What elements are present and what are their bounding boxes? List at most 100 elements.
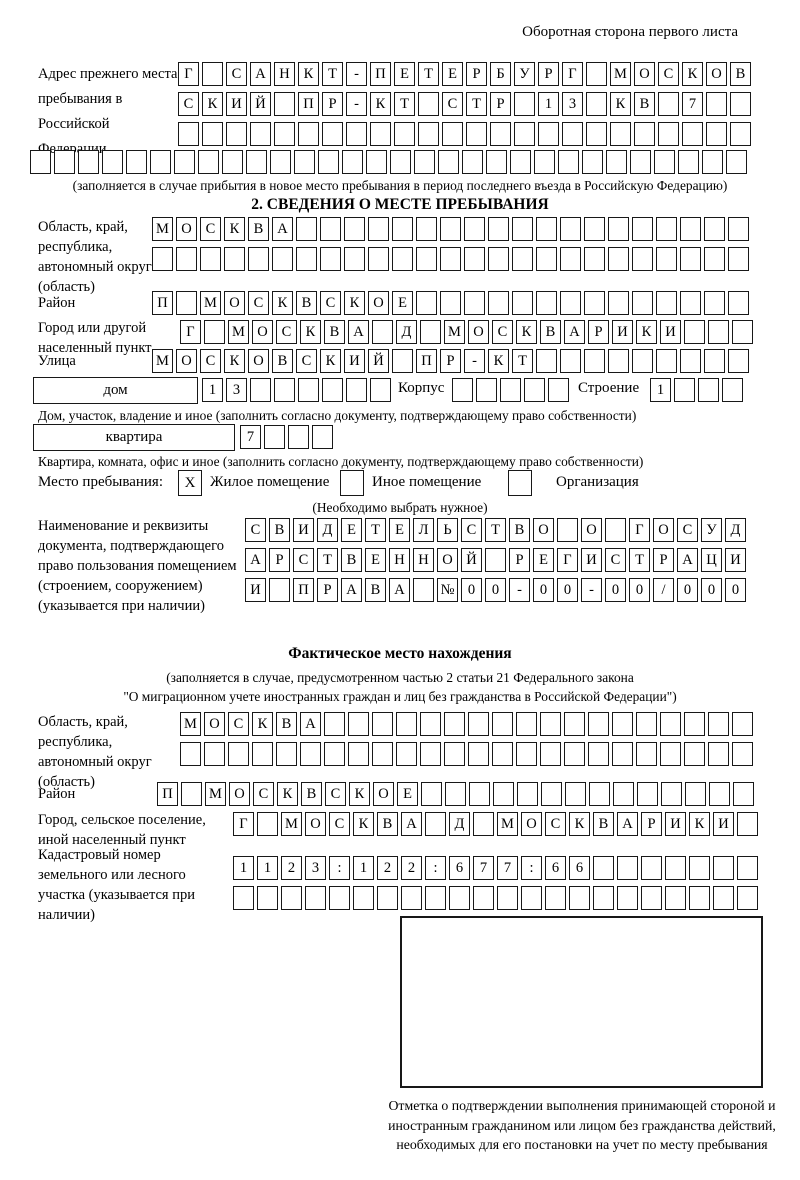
actual-city-label: Город, сельское поселение, иной населенн… — [38, 812, 206, 848]
char-box: А — [348, 320, 369, 344]
char-box: К — [636, 320, 657, 344]
char-box — [425, 886, 446, 910]
char-box — [704, 349, 725, 373]
stay-type-option-residential: Жилое помещение — [210, 474, 330, 490]
char-box — [372, 742, 393, 766]
char-box: О — [368, 291, 389, 315]
char-box: К — [224, 217, 245, 241]
char-box — [510, 150, 531, 174]
char-box: - — [346, 92, 367, 116]
char-box: М — [444, 320, 465, 344]
char-box: Р — [322, 92, 343, 116]
char-box: Е — [533, 548, 554, 572]
char-box — [250, 378, 271, 402]
char-box: С — [178, 92, 199, 116]
char-box — [733, 782, 754, 806]
char-box — [368, 247, 389, 271]
char-box: В — [301, 782, 322, 806]
char-box: И — [660, 320, 681, 344]
char-box — [632, 217, 653, 241]
char-box — [420, 712, 441, 736]
char-box — [198, 150, 219, 174]
char-box: Р — [317, 578, 338, 602]
char-box: С — [200, 349, 221, 373]
char-box — [401, 886, 422, 910]
char-box: О — [224, 291, 245, 315]
char-box — [512, 217, 533, 241]
char-box — [492, 712, 513, 736]
char-box — [564, 712, 585, 736]
char-box — [250, 122, 271, 146]
char-box — [732, 742, 753, 766]
char-box: П — [157, 782, 178, 806]
char-box: У — [514, 62, 535, 86]
char-box: С — [329, 812, 350, 836]
char-box: Т — [629, 548, 650, 572]
prev-address-row-4 — [30, 150, 750, 174]
char-box — [732, 712, 753, 736]
char-box — [704, 217, 725, 241]
char-box — [698, 378, 719, 402]
char-box — [414, 150, 435, 174]
char-box: Н — [389, 548, 410, 572]
char-box — [656, 291, 677, 315]
char-box — [726, 150, 747, 174]
char-box — [514, 92, 535, 116]
char-box: 0 — [701, 578, 722, 602]
char-box: - — [464, 349, 485, 373]
char-box: В — [634, 92, 655, 116]
char-box — [610, 122, 631, 146]
char-box — [340, 470, 364, 496]
char-box: О — [533, 518, 554, 542]
char-box: К — [610, 92, 631, 116]
char-box: 6 — [449, 856, 470, 880]
char-box: М — [152, 217, 173, 241]
char-box — [469, 782, 490, 806]
char-box: 2 — [377, 856, 398, 880]
char-box — [344, 217, 365, 241]
char-box — [464, 217, 485, 241]
char-box: X — [178, 470, 202, 496]
char-box: Ц — [701, 548, 722, 572]
char-box: Д — [725, 518, 746, 542]
char-box — [204, 742, 225, 766]
char-box — [270, 150, 291, 174]
char-box: О — [305, 812, 326, 836]
char-box — [706, 92, 727, 116]
char-box — [392, 349, 413, 373]
char-box — [181, 782, 202, 806]
char-box: М — [205, 782, 226, 806]
char-box — [536, 349, 557, 373]
char-box — [682, 122, 703, 146]
char-box — [536, 217, 557, 241]
char-box: 2 — [281, 856, 302, 880]
char-box: 1 — [353, 856, 374, 880]
char-box — [493, 782, 514, 806]
char-box: 0 — [461, 578, 482, 602]
char-box — [656, 247, 677, 271]
char-box: К — [300, 320, 321, 344]
char-box: М — [281, 812, 302, 836]
char-box: Й — [368, 349, 389, 373]
char-box — [452, 378, 473, 402]
char-box — [514, 122, 535, 146]
char-box: К — [277, 782, 298, 806]
char-box — [534, 150, 555, 174]
char-box — [468, 742, 489, 766]
char-box — [444, 742, 465, 766]
char-box: А — [401, 812, 422, 836]
char-box — [176, 247, 197, 271]
char-box — [706, 122, 727, 146]
char-box — [500, 378, 521, 402]
actual-region-label: Область, край, республика, автономный ок… — [38, 714, 152, 790]
char-box — [661, 782, 682, 806]
char-box — [222, 150, 243, 174]
char-box: 0 — [629, 578, 650, 602]
char-box: Р — [509, 548, 530, 572]
char-box — [228, 742, 249, 766]
char-box: Л — [413, 518, 434, 542]
